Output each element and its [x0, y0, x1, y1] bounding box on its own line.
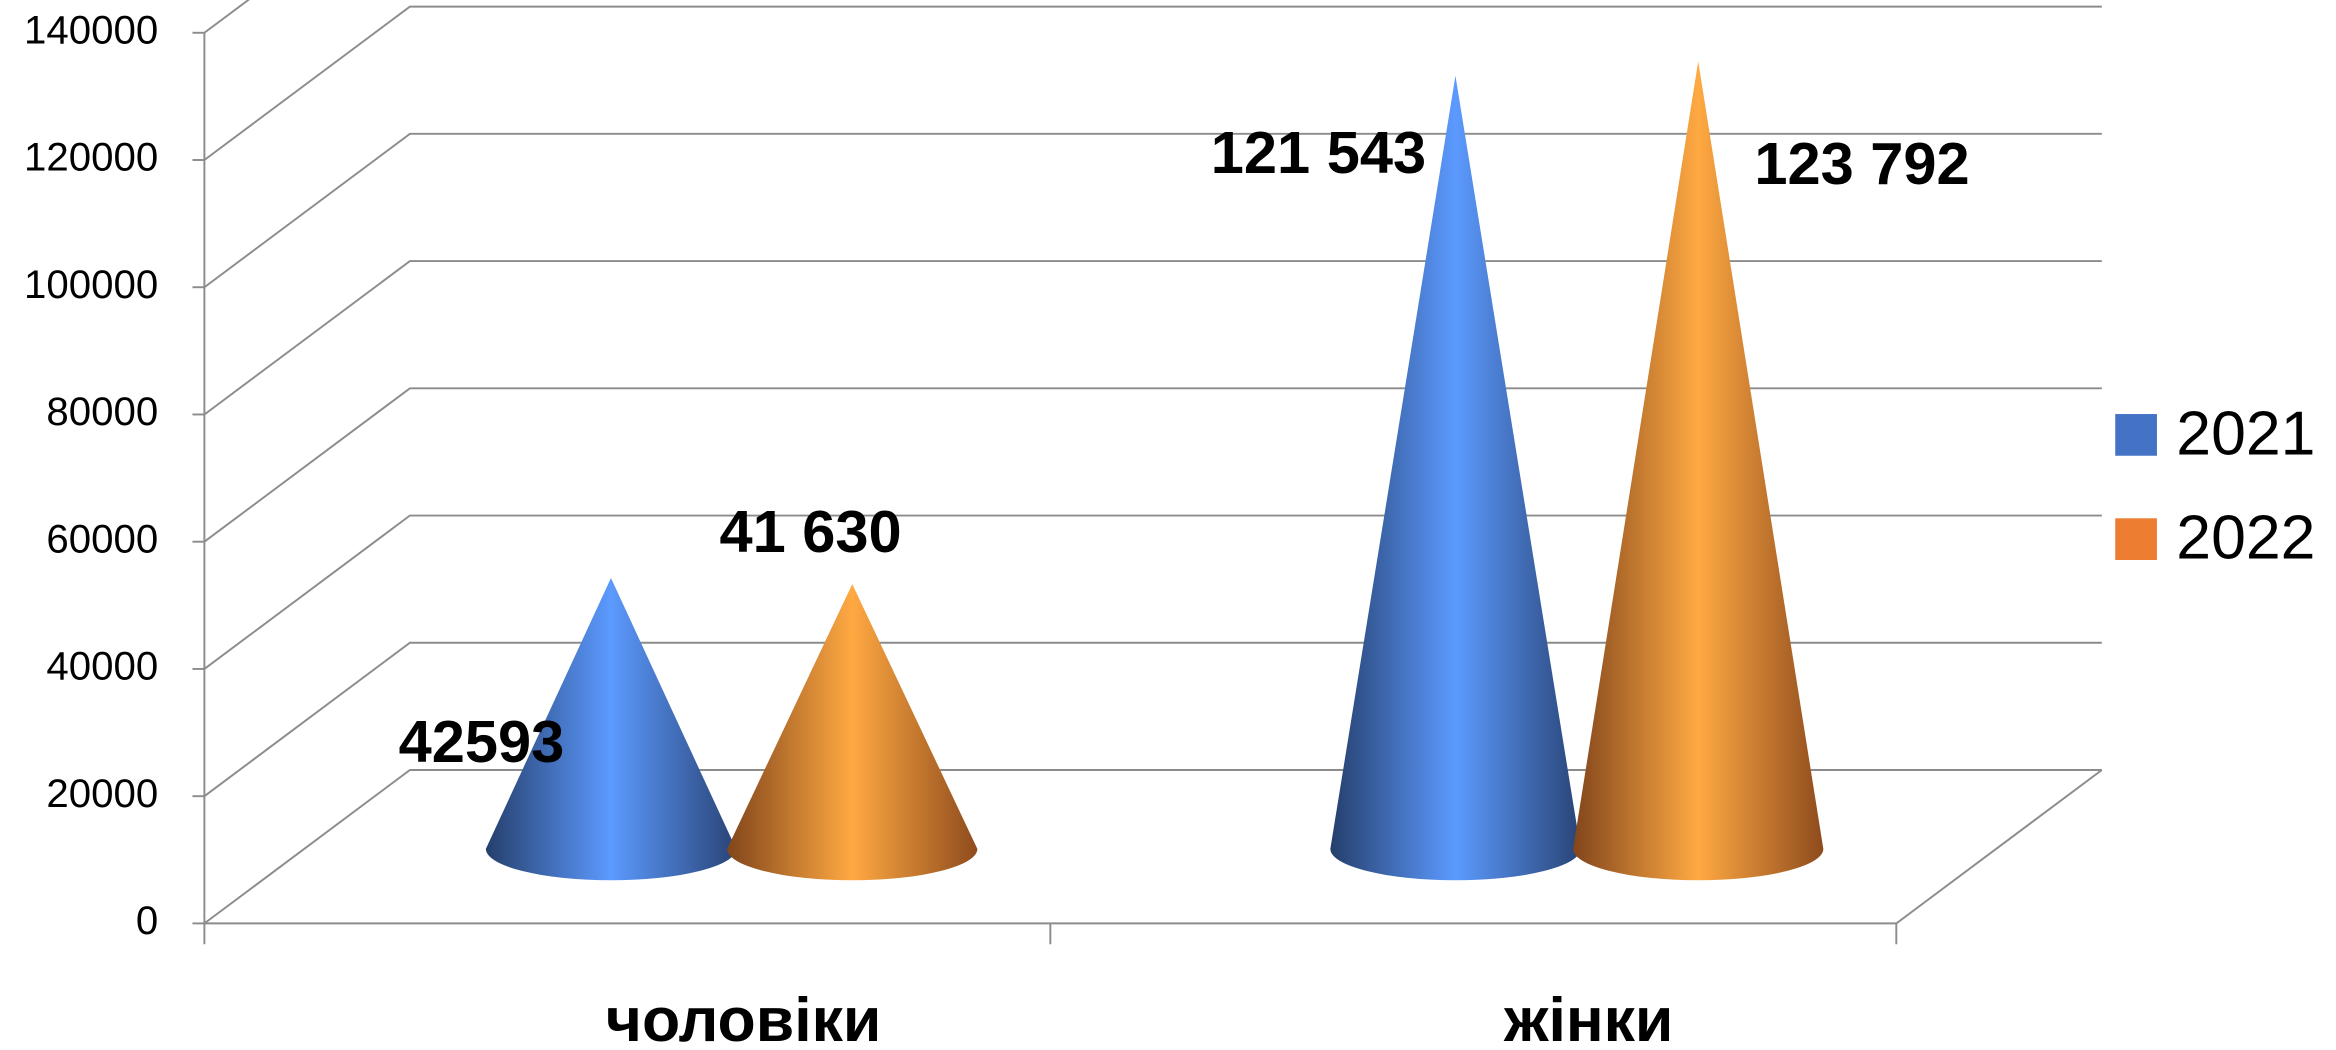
value-label: 123 792 [1754, 130, 1969, 197]
y-tick-label: 20000 [46, 771, 158, 816]
cone [485, 577, 737, 881]
y-tick-label: 100000 [24, 262, 158, 307]
x-tick-label: чоловіки [606, 985, 882, 1050]
value-label: 41 630 [719, 498, 901, 565]
grid-line [203, 514, 2102, 670]
cone [727, 584, 978, 881]
cone [1573, 61, 1824, 881]
grid-line [203, 5, 2102, 161]
x-tick-label: жінки [1503, 985, 1673, 1050]
legend-swatch [2115, 414, 2157, 456]
y-tick-label: 120000 [24, 135, 158, 180]
y-tick-label: 0 [136, 898, 158, 943]
value-label: 121 543 [1211, 119, 1426, 186]
grid-line [203, 260, 2102, 416]
value-label: 42593 [399, 708, 565, 775]
grid-line [203, 387, 2102, 543]
y-tick-label: 140000 [24, 7, 158, 52]
cone [1330, 75, 1581, 881]
legend-label: 2022 [2176, 503, 2315, 573]
y-tick-label: 80000 [46, 389, 158, 434]
legend-label: 2021 [2176, 398, 2315, 468]
y-tick-label: 60000 [46, 516, 158, 561]
legend-swatch [2115, 518, 2157, 560]
grid-line [203, 132, 2102, 289]
y-tick-label: 40000 [46, 644, 158, 689]
grid-line [203, 0, 250, 34]
